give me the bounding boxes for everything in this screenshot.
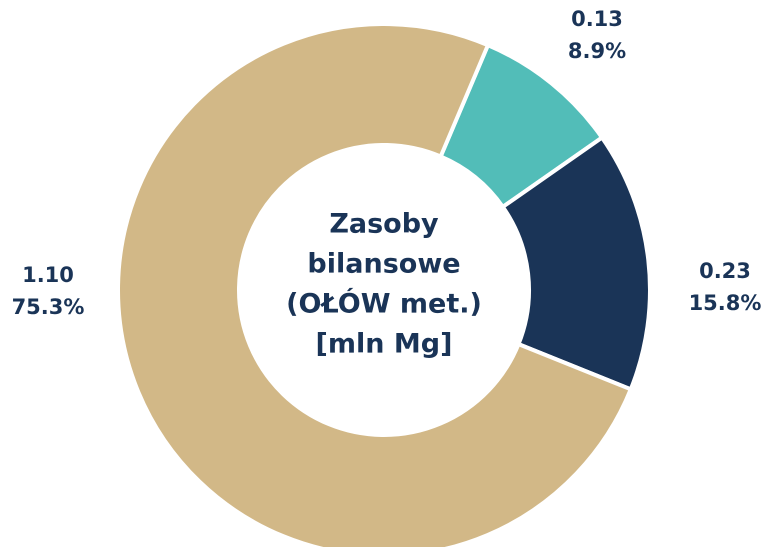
center-title: bilansowe	[307, 249, 460, 280]
value-label: 0.23	[699, 259, 751, 283]
value-label: 0.13	[571, 7, 623, 31]
slice	[500, 134, 652, 392]
value-label: 1.10	[22, 263, 74, 287]
percent-label: 75.3%	[12, 295, 85, 319]
center-title: (OŁÓW met.)	[286, 288, 482, 320]
center-title: Zasoby	[329, 209, 439, 240]
percent-label: 15.8%	[689, 291, 762, 315]
center-title: [mln Mg]	[316, 329, 453, 360]
percent-label: 8.9%	[568, 39, 626, 63]
slice	[116, 22, 634, 547]
